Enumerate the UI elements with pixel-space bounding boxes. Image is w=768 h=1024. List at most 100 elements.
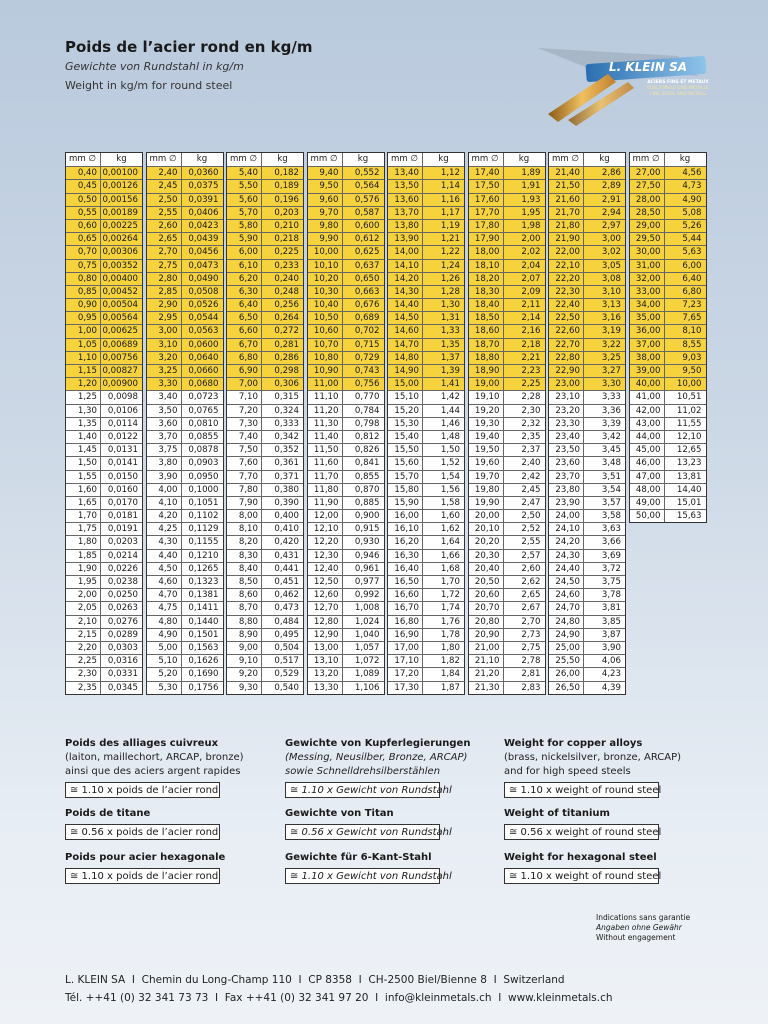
diameter: 19,90: [469, 496, 504, 510]
weight: 0,0508: [188, 286, 219, 297]
weight: 0,1000: [188, 484, 219, 495]
diameter: 10,40: [308, 299, 343, 312]
note: Gewichte von Titan ≅ 0.56 x Gewicht von R…: [285, 807, 500, 840]
weight: 0,00900: [102, 379, 138, 390]
diameter: 19,00: [469, 378, 504, 391]
note-heading: Poids de titane: [65, 808, 151, 819]
table-row: 9,20 0,529: [227, 667, 303, 681]
weight: 1,58: [440, 497, 460, 508]
diameter: 8,60: [227, 589, 262, 602]
table-row: 15,30 1,46: [388, 416, 464, 430]
weight: 1,35: [440, 339, 460, 350]
note-formula: ≅ 0.56 x Gewicht von Rundstahl: [285, 824, 452, 840]
weight: 3,27: [601, 366, 621, 376]
weight: 0,0191: [107, 524, 138, 535]
weight: 0,298: [274, 366, 299, 376]
table-row: 21,30 2,83: [468, 680, 545, 694]
table-row: 19,80 2,45: [468, 482, 545, 496]
diameter: 24,20: [549, 536, 584, 549]
weight: 3,33: [601, 392, 621, 403]
weight: 0,0563: [188, 326, 219, 337]
table-row: 19,30 2,32: [468, 416, 545, 430]
weight: 4,73: [682, 181, 702, 192]
diameter: 13,30: [308, 681, 343, 694]
weight: 0,264: [274, 313, 299, 324]
table-row: 21,90 3,00: [549, 232, 625, 246]
table-row: 16,10 1,62: [388, 522, 464, 536]
table-row: 17,40 1,89: [468, 166, 545, 180]
diameter: 1,40: [66, 430, 101, 444]
weight: 1,44: [440, 405, 460, 416]
column-header: kg: [277, 154, 288, 164]
table-row: 18,10 2,04: [468, 258, 545, 272]
weight: 1,37: [440, 352, 460, 363]
table-row: 1,60 0,0160: [66, 482, 142, 496]
table-row: 42,00 11,02: [629, 403, 706, 417]
table-row: 9,70 0,587: [307, 205, 384, 219]
weight: 2,23: [521, 366, 541, 376]
table-row: 3,40 0,0723: [146, 390, 223, 404]
weight: 1,52: [440, 458, 460, 469]
weight: 0,0226: [107, 563, 138, 574]
table-row: 3,20 0,0640: [146, 350, 223, 364]
weight: 2,50: [521, 511, 541, 522]
table-row: 5,30 0,1756: [146, 680, 223, 694]
table-row: 4,70 0,1381: [146, 588, 223, 602]
table-row: 28,50 5,08: [629, 205, 706, 219]
table-row: 18,30 2,09: [468, 284, 545, 299]
weight: 1,31: [440, 313, 460, 324]
diameter: 17,10: [388, 655, 423, 668]
table-row: 15,40 1,48: [388, 429, 464, 444]
table-row: 14,80 1,37: [388, 350, 464, 364]
table-row: 3,00 0,0563: [146, 324, 223, 338]
diameter: 17,20: [388, 668, 423, 681]
table-row: 10,10 0,637: [307, 258, 384, 272]
diameter: 14,90: [388, 365, 423, 378]
table-row: 1,70 0,0181: [66, 509, 142, 523]
table-row: 7,50 0,352: [227, 443, 303, 457]
diameter: 15,60: [388, 457, 423, 470]
weight: 0,203: [274, 207, 299, 218]
diameter: 2,25: [66, 655, 101, 668]
header-row: mm ∅ kg: [308, 153, 384, 167]
note-formula: ≅ 1.10 x Gewicht von Rundstahl: [285, 782, 452, 798]
table-row: 7,00 0,306: [227, 377, 303, 391]
diameter: 19,50: [469, 444, 504, 457]
weight: 2,97: [601, 220, 621, 231]
table-row: 0,50 0,00156: [66, 192, 142, 206]
table-row: 7,80 0,380: [227, 482, 303, 496]
table-row: 13,70 1,17: [388, 205, 464, 219]
diameter: 7,40: [227, 430, 262, 444]
table-row: 15,70 1,54: [388, 469, 464, 483]
diameter: 2,00: [66, 589, 101, 602]
weight: 3,13: [601, 300, 621, 311]
table-row: 18,50 2,14: [468, 311, 545, 325]
diameter: 18,40: [469, 299, 504, 312]
table-row: 1,00 0,00625: [66, 324, 142, 338]
weight: 0,1756: [188, 682, 219, 693]
table-row: 4,20 0,1102: [146, 509, 223, 523]
table-row: 25,50 4,06: [549, 654, 625, 668]
diameter: 18,80: [469, 351, 504, 364]
diameter: 23,80: [549, 483, 584, 496]
diameter: 6,10: [227, 259, 262, 272]
weight: 0,855: [354, 471, 380, 482]
weight: 0,00625: [102, 326, 138, 337]
diameter: 7,80: [227, 483, 262, 496]
weight: 0,210: [274, 220, 299, 231]
diameter: 1,85: [66, 549, 101, 562]
diameter: 15,70: [388, 470, 423, 483]
weight: 0,0114: [107, 418, 138, 429]
weight: 0,0640: [188, 352, 219, 363]
weight: 0,272: [274, 326, 299, 337]
weight: 0,225: [274, 247, 299, 258]
weight: 3,57: [601, 497, 621, 508]
diameter: 2,80: [147, 272, 182, 285]
weight: 2,70: [521, 616, 541, 627]
table-row: 3,10 0,0600: [146, 337, 223, 351]
diameter: 16,10: [388, 523, 423, 536]
table-row: 1,80 0,0203: [66, 535, 142, 549]
weight: 2,57: [521, 550, 541, 561]
note-formula: ≅ 0.56 x poids de l’acier rond: [65, 824, 220, 840]
weight: 2,07: [521, 273, 541, 284]
